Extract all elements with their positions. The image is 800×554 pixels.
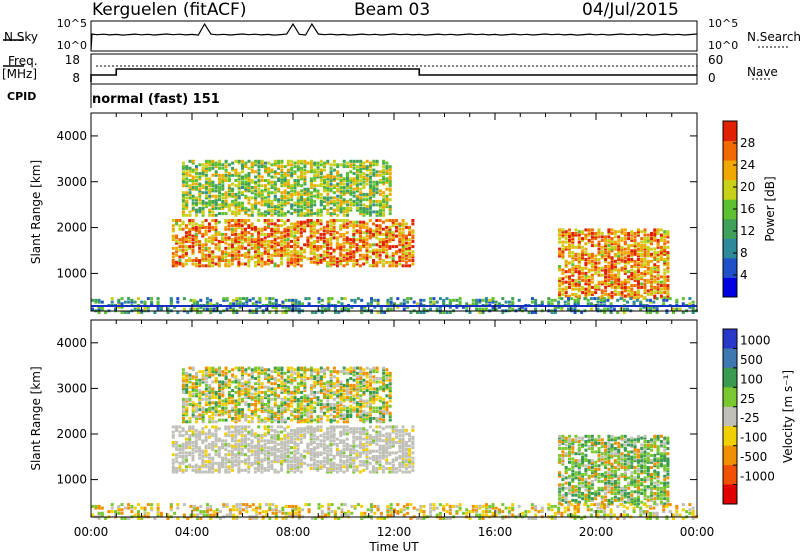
freq-label-line2: [MHz] bbox=[2, 67, 38, 81]
velocity-colorbar-segment bbox=[723, 445, 737, 466]
velocity-colorbar-frame bbox=[722, 328, 738, 505]
velocity-colorbar-tick: 25 bbox=[740, 392, 755, 406]
xtick-label: 16:00 bbox=[478, 525, 513, 539]
power-heatmap bbox=[91, 159, 698, 314]
power-colorbar-segment bbox=[723, 277, 737, 298]
velocity-heatmap bbox=[91, 366, 698, 520]
velocity-colorbar-segment bbox=[723, 406, 737, 427]
power-ytick-label: 4000 bbox=[56, 129, 87, 143]
xtick-label: 00:00 bbox=[74, 525, 109, 539]
nsearch-tick-high: 10^5 bbox=[708, 17, 738, 30]
power-colorbar-segment bbox=[723, 199, 737, 220]
xtick-label: 12:00 bbox=[377, 525, 412, 539]
power-colorbar-tick: 4 bbox=[740, 268, 748, 282]
power-colorbar-tick: 12 bbox=[740, 224, 755, 238]
velocity-ytick-label: 3000 bbox=[56, 381, 87, 395]
freq-trace bbox=[90, 68, 697, 82]
nave-label: Nave bbox=[747, 65, 778, 79]
power-colorbar-segment bbox=[723, 257, 737, 278]
velocity-colorbar-tick: 500 bbox=[740, 353, 763, 367]
freq-tick-low: 8 bbox=[72, 71, 80, 85]
velocity-colorbar-segment bbox=[723, 387, 737, 408]
station-title: Kerguelen (fitACF) bbox=[92, 0, 247, 20]
power-ytick-label: 3000 bbox=[56, 175, 87, 189]
velocity-colorbar-tick: -500 bbox=[740, 450, 767, 464]
power-colorbar-tick: 28 bbox=[740, 136, 755, 150]
velocity-ytick-label: 1000 bbox=[56, 473, 87, 487]
nsearch-tick-low: 10^0 bbox=[708, 39, 738, 52]
velocity-ylabel: Slant Range [km] bbox=[29, 366, 43, 470]
velocity-colorbar-tick: 1000 bbox=[740, 333, 771, 347]
nsky-panel bbox=[90, 20, 698, 52]
power-ytick-label: 2000 bbox=[56, 221, 87, 235]
freq-panel bbox=[90, 53, 698, 85]
nsky-trace bbox=[90, 22, 698, 51]
velocity-colorbar-segment bbox=[723, 367, 737, 388]
power-colorbar-segment bbox=[723, 121, 737, 142]
power-colorbar-segment bbox=[723, 179, 737, 200]
xtick-label: 08:00 bbox=[276, 525, 311, 539]
nsky-tick-high: 10^5 bbox=[57, 17, 87, 30]
velocity-ytick-label: 4000 bbox=[56, 336, 87, 350]
velocity-colorbar-tick: -100 bbox=[740, 431, 767, 445]
xtick-label: 00:00 bbox=[680, 525, 715, 539]
velocity-colorbar-segment bbox=[723, 348, 737, 369]
power-colorbar-segment bbox=[723, 140, 737, 161]
cpid-value: normal (fast) 151 bbox=[92, 92, 220, 107]
power-colorbar-tick: 24 bbox=[740, 158, 755, 172]
velocity-colorbar-segment bbox=[723, 484, 737, 505]
velocity-colorbar-tick: -25 bbox=[740, 411, 760, 425]
velocity-ytick-label: 2000 bbox=[56, 427, 87, 441]
power-colorbar-tick: 16 bbox=[740, 202, 755, 216]
power-ytick-label: 1000 bbox=[56, 266, 87, 280]
power-ylabel: Slant Range [km] bbox=[29, 160, 43, 264]
velocity-colorbar-label: Velocity [m s⁻¹] bbox=[781, 370, 795, 463]
velocity-colorbar-tick: -1000 bbox=[740, 470, 775, 484]
xtick-label: 20:00 bbox=[579, 525, 614, 539]
freq-tick-high: 18 bbox=[65, 53, 80, 67]
velocity-colorbar-tick: 100 bbox=[740, 372, 763, 386]
velocity-colorbar-segment bbox=[723, 426, 737, 447]
power-colorbar-segment bbox=[723, 238, 737, 259]
nsearch-label: N.Search bbox=[747, 30, 800, 44]
power-colorbar-segment bbox=[723, 218, 737, 239]
beam-title: Beam 03 bbox=[354, 0, 431, 20]
power-colorbar-tick: 8 bbox=[740, 246, 748, 260]
cpid-label: CPID bbox=[7, 90, 37, 103]
date-title: 04/Jul/2015 bbox=[582, 0, 679, 20]
nave-tick-high: 60 bbox=[708, 53, 723, 67]
velocity-colorbar-segment bbox=[723, 329, 737, 349]
freq-label-line1: Freq. bbox=[8, 54, 38, 68]
nsky-tick-low: 10^0 bbox=[57, 39, 87, 52]
velocity-colorbar-segment bbox=[723, 465, 737, 486]
nave-tick-low: 0 bbox=[708, 71, 716, 85]
power-colorbar-label: Power [dB] bbox=[763, 176, 777, 241]
xtick-label: 04:00 bbox=[175, 525, 210, 539]
xaxis-label: Time UT bbox=[368, 540, 419, 554]
power-colorbar-tick: 20 bbox=[740, 180, 755, 194]
power-colorbar-segment bbox=[723, 160, 737, 181]
